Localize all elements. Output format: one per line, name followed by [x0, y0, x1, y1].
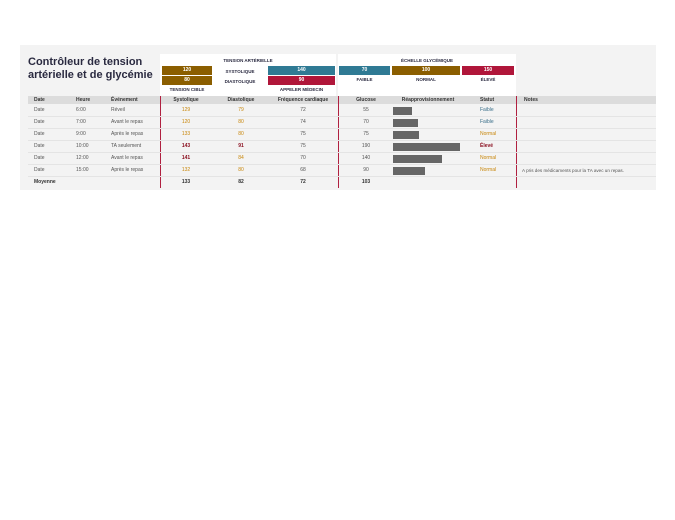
cell-glucose[interactable]: 190 — [361, 143, 371, 149]
header-statut[interactable]: Statut — [480, 97, 495, 103]
cell-date[interactable]: Date — [34, 143, 45, 149]
cell-glucose[interactable]: 140 — [361, 155, 371, 161]
cell-glucose[interactable]: 55 — [363, 107, 369, 113]
header-frequence-cardiaque[interactable]: Fréquence cardiaque — [277, 97, 329, 103]
bp-target-diastolic[interactable]: 80 — [162, 76, 212, 85]
cell-diastolique[interactable]: 80 — [238, 131, 244, 137]
header-date[interactable]: Date — [34, 97, 45, 103]
header-reapprovisionnement[interactable]: Réapprovisionnement — [401, 97, 455, 103]
cell-heure[interactable]: 15:00 — [76, 167, 89, 173]
cell-evenement[interactable]: Réveil — [111, 107, 125, 113]
cell-date[interactable]: Date — [34, 155, 45, 161]
cell-frequence[interactable]: 75 — [300, 143, 306, 149]
cell-frequence[interactable]: 72 — [300, 107, 306, 113]
cell-systolique[interactable]: 143 — [181, 143, 191, 149]
cell-date[interactable]: Date — [34, 119, 45, 125]
cell-diastolique[interactable]: 80 — [238, 167, 244, 173]
glycemic-normal[interactable]: 100 — [392, 66, 460, 75]
cell-heure[interactable]: 7:00 — [76, 119, 86, 125]
average-label: Moyenne — [34, 179, 56, 185]
row-divider — [28, 116, 656, 117]
row-divider — [28, 140, 656, 141]
glycemic-panel — [338, 54, 516, 96]
cell-statut[interactable]: Élevé — [480, 143, 494, 149]
glycemic-high[interactable]: 150 — [462, 66, 514, 75]
cell-glucose[interactable]: 70 — [363, 119, 369, 125]
cell-statut[interactable]: Faible — [480, 119, 494, 125]
cell-evenement[interactable]: Après le repas — [111, 131, 144, 137]
reappro-bar — [393, 130, 420, 139]
page-title: Contrôleur de tension artérielle et de g… — [28, 56, 153, 81]
cell-frequence[interactable]: 68 — [300, 167, 306, 173]
bp-call-systolic[interactable]: 140 — [268, 66, 335, 75]
cell-systolique[interactable]: 132 — [181, 167, 191, 173]
cell-heure[interactable]: 12:00 — [76, 155, 89, 161]
reappro-bar — [393, 154, 443, 163]
bp-target-systolic[interactable]: 120 — [162, 66, 212, 75]
cell-date[interactable]: Date — [34, 107, 45, 113]
divider-glucose — [338, 96, 339, 188]
cell-diastolique[interactable]: 91 — [238, 143, 244, 149]
glycemic-high-label: ÉLEVÉ — [480, 77, 496, 82]
bp-target-caption: TENSION CIBLE — [169, 87, 205, 92]
glycemic-low-label: FAIBLE — [356, 77, 373, 82]
row-divider — [28, 128, 656, 129]
cell-frequence[interactable]: 75 — [300, 131, 306, 137]
bp-call-caption: APPELER MÉDECIN — [279, 87, 324, 92]
average-diastolic: 82 — [238, 179, 244, 185]
cell-statut[interactable]: Faible — [480, 107, 494, 113]
cell-evenement[interactable]: Après le repas — [111, 167, 144, 173]
bp-panel — [160, 54, 336, 96]
row-divider — [28, 152, 656, 153]
divider-systolic — [160, 96, 161, 188]
bp-heading: TENSION ARTÉRIELLE — [223, 58, 273, 63]
table-header — [28, 96, 656, 104]
reappro-bar — [393, 166, 425, 175]
average-systolic: 133 — [181, 179, 191, 185]
header-glucose[interactable]: Glucose — [356, 97, 376, 103]
cell-frequence[interactable]: 74 — [300, 119, 306, 125]
cell-diastolique[interactable]: 84 — [238, 155, 244, 161]
bp-diastolic-label: DIASTOLIQUE — [224, 79, 256, 84]
cell-systolique[interactable]: 141 — [181, 155, 191, 161]
header-notes[interactable]: Notes — [524, 97, 538, 103]
glycemic-low[interactable]: 70 — [339, 66, 390, 75]
bp-call-diastolic[interactable]: 90 — [268, 76, 335, 85]
cell-frequence[interactable]: 70 — [300, 155, 306, 161]
cell-date[interactable]: Date — [34, 131, 45, 137]
cell-systolique[interactable]: 129 — [181, 107, 191, 113]
cell-evenement[interactable]: Avant le repas — [111, 119, 143, 125]
cell-systolique[interactable]: 120 — [181, 119, 191, 125]
glycemic-heading: ÉCHELLE GLYCÉMIQUE — [400, 58, 454, 63]
reappro-bar — [393, 106, 413, 115]
cell-heure[interactable]: 10:00 — [76, 143, 89, 149]
average-glucose: 103 — [361, 179, 371, 185]
divider-notes — [516, 96, 517, 188]
cell-notes[interactable]: A pris des médicaments pour la TA avec u… — [522, 168, 624, 173]
header-heure[interactable]: Heure — [76, 97, 91, 103]
cell-statut[interactable]: Normal — [480, 131, 497, 137]
header-systolique[interactable]: Systolique — [173, 97, 199, 103]
cell-heure[interactable]: 9:00 — [76, 131, 86, 137]
cell-systolique[interactable]: 133 — [181, 131, 191, 137]
glycemic-normal-label: NORMAL — [416, 77, 436, 82]
cell-evenement[interactable]: TA seulement — [111, 143, 142, 149]
header-diastolique[interactable]: Diastolique — [227, 97, 255, 103]
cell-date[interactable]: Date — [34, 167, 45, 173]
header-evenement[interactable]: Événement — [111, 97, 138, 103]
cell-glucose[interactable]: 75 — [363, 131, 369, 137]
row-divider — [28, 164, 656, 165]
average-heart-rate: 72 — [300, 179, 306, 185]
cell-glucose[interactable]: 90 — [363, 167, 369, 173]
cell-statut[interactable]: Normal — [480, 155, 497, 161]
cell-heure[interactable]: 6:00 — [76, 107, 86, 113]
reappro-bar — [393, 118, 418, 127]
cell-statut[interactable]: Normal — [480, 167, 497, 173]
cell-diastolique[interactable]: 80 — [238, 119, 244, 125]
cell-diastolique[interactable]: 79 — [238, 107, 244, 113]
bp-systolic-label: SYSTOLIQUE — [225, 69, 255, 74]
reappro-bar — [393, 142, 460, 151]
row-divider — [28, 176, 656, 177]
cell-evenement[interactable]: Avant le repas — [111, 155, 143, 161]
